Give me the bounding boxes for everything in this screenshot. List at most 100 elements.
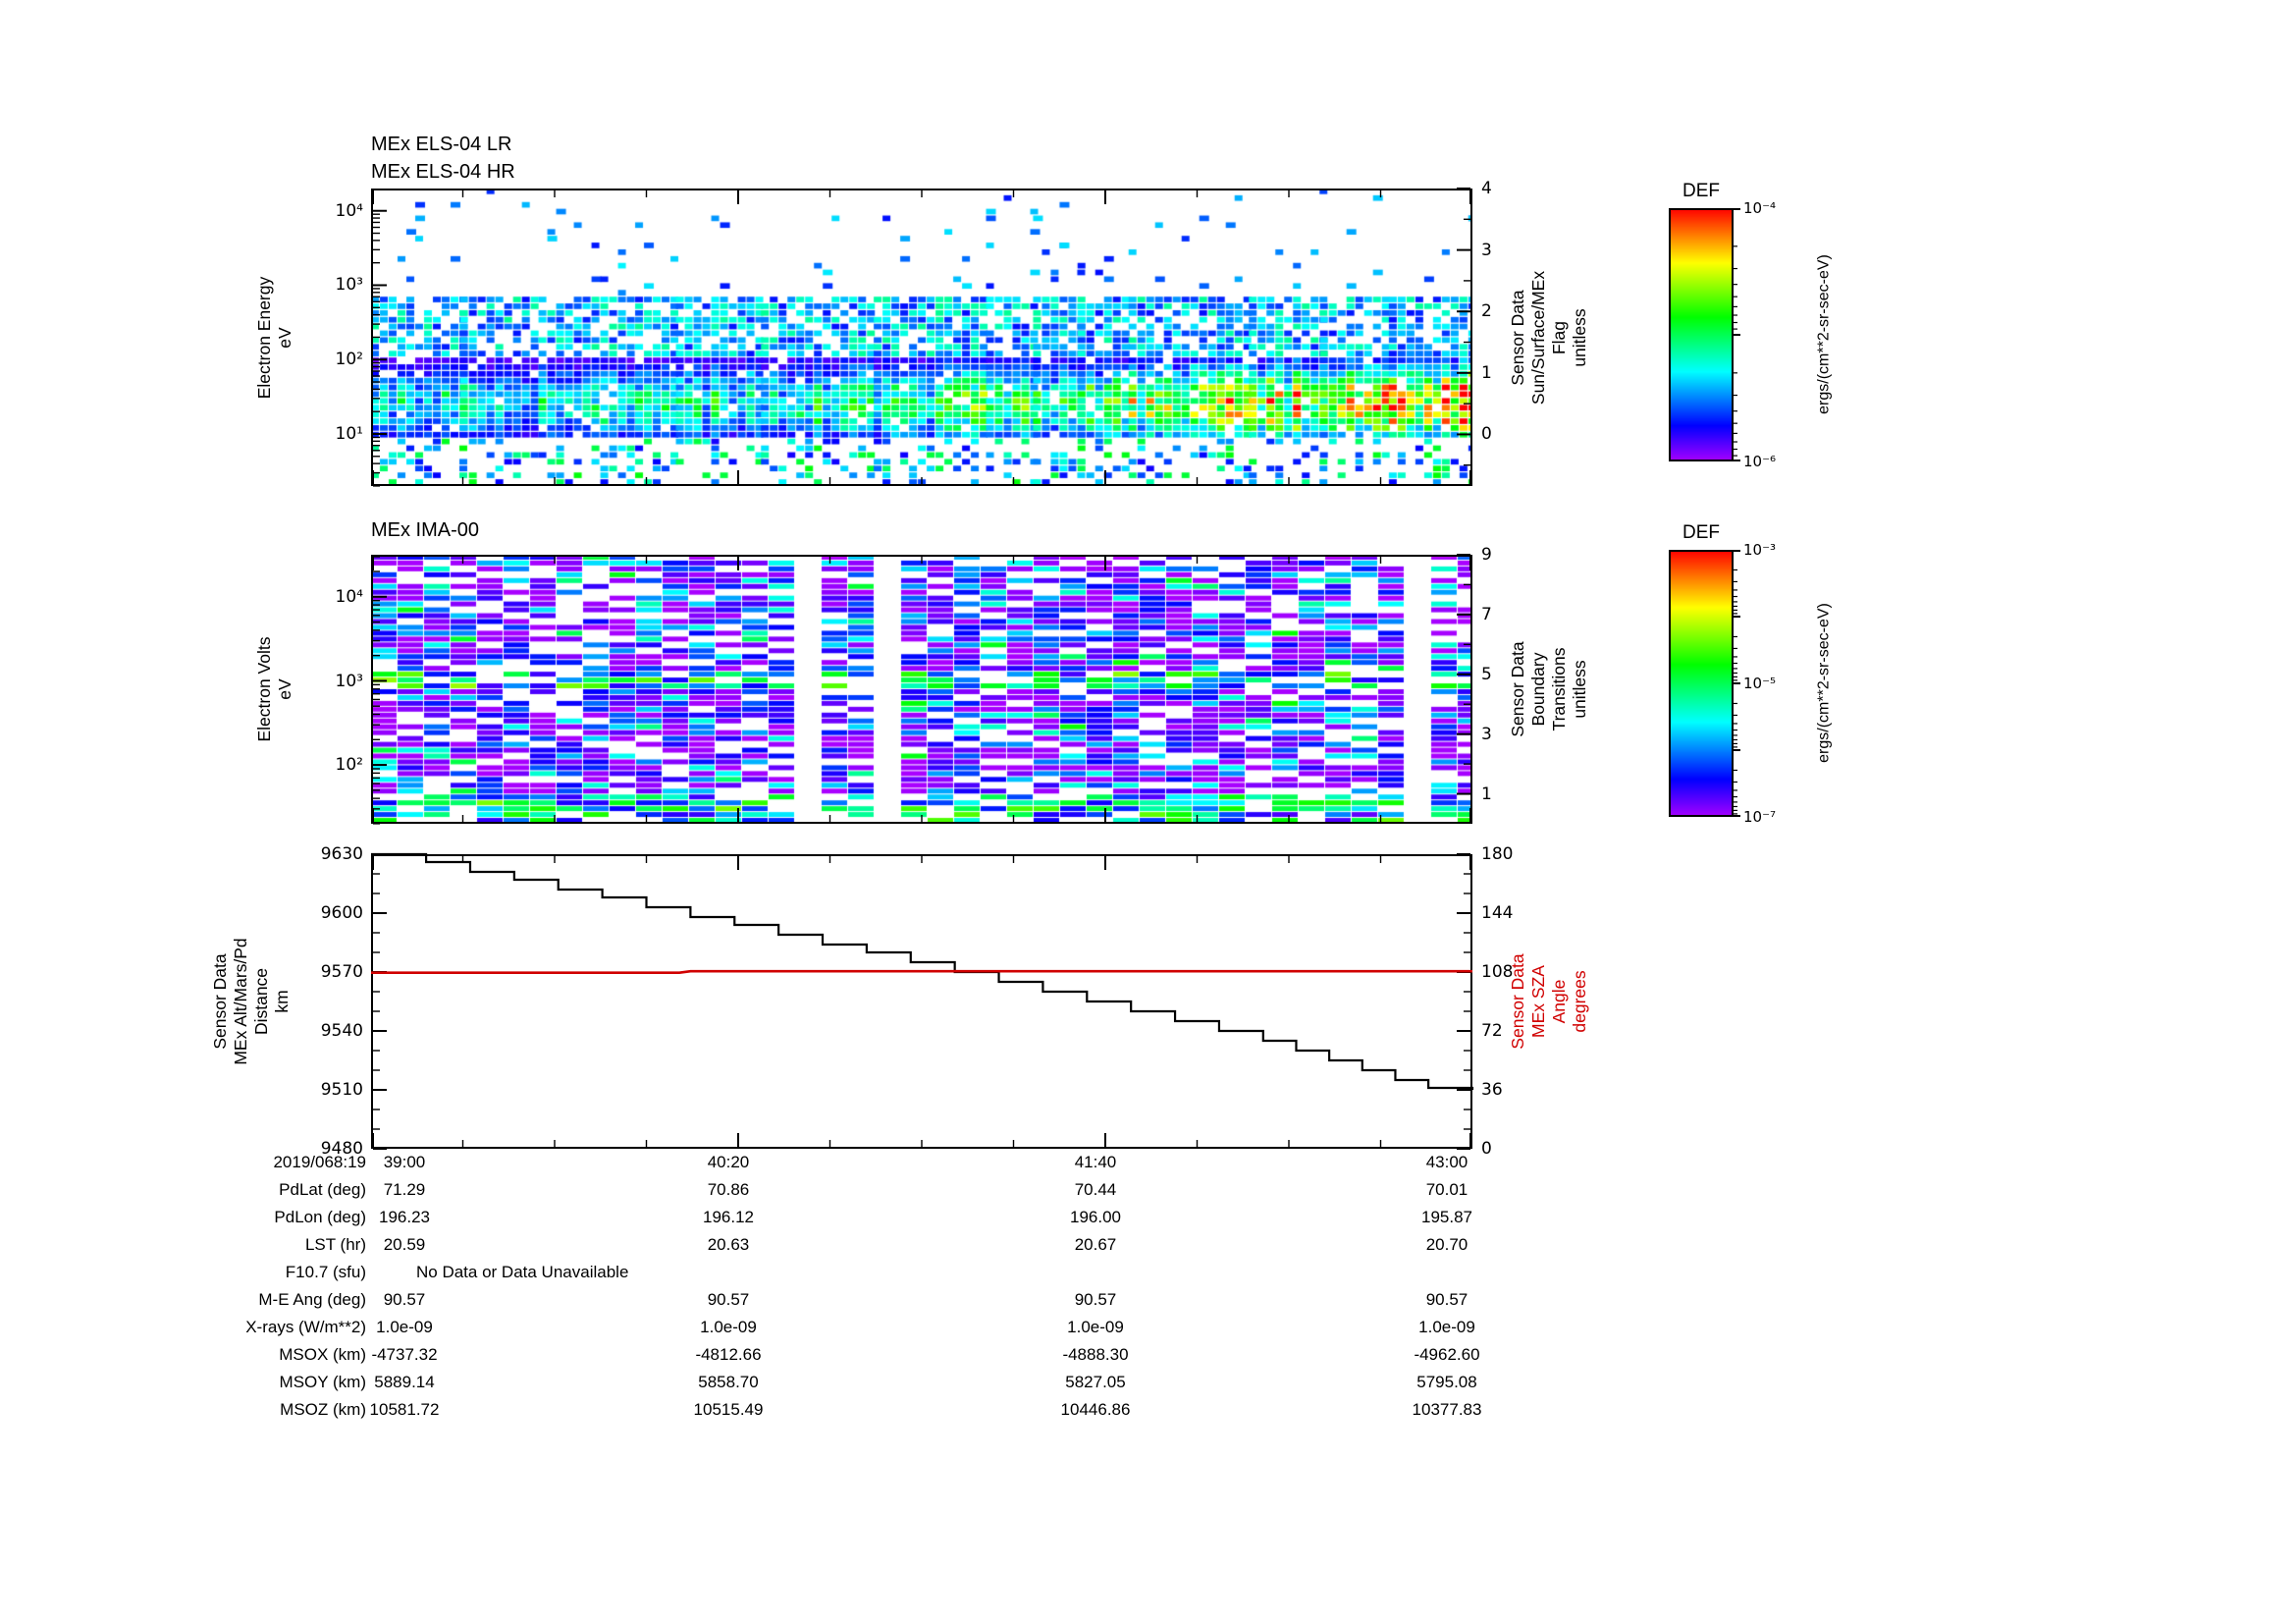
ima-volts-tick-label: 10² [335,754,363,775]
ima-volts-tick-label: 10⁴ [335,586,363,607]
colorbar-tick-label: 10⁻⁶ [1743,453,1777,470]
ima-colorbar-unit-label: ergs/(cm**2-sr-sec-eV) [1815,602,1833,763]
table-value: 90.57 [383,1290,426,1309]
table-value: 71.29 [383,1180,426,1199]
colorbar-tick-label: 10⁻⁴ [1743,199,1777,217]
table-value: 1.0e-09 [1067,1318,1124,1336]
colorbar-tick-label: 10⁻³ [1743,541,1777,559]
table-value: 1.0e-09 [700,1318,757,1336]
els-colorbar-title: DEF [1682,181,1720,201]
altitude-tick-label: 9570 [320,962,363,982]
table-value: -4737.32 [371,1345,438,1364]
table-value: 10515.49 [693,1400,764,1419]
els-energy-tick-label: 10⁴ [335,200,363,221]
colorbar-tick-label: 10⁻⁵ [1743,675,1777,692]
x-tick-label: 41:40 [1074,1153,1117,1171]
table-value: 90.57 [707,1290,750,1309]
table-value: 5827.05 [1065,1373,1126,1391]
table-row-label: PdLat (deg) [279,1180,366,1199]
table-value: 1.0e-09 [1418,1318,1475,1336]
table-row-label: LST (hr) [304,1235,366,1254]
els-colorbar [1669,208,1734,461]
table-value: 5795.08 [1416,1373,1477,1391]
table-value: 10446.86 [1060,1400,1131,1419]
table-value: 20.59 [383,1235,426,1254]
ima-volts-tick-label: 10³ [335,671,363,691]
sza-tick-label: 72 [1481,1021,1503,1041]
els-spectrogram-panel [371,188,1472,487]
table-value: 1.0e-09 [376,1318,433,1336]
els-title-hr: MEx ELS-04 HR [371,161,515,183]
els-flag-tick-label: 1 [1481,362,1492,383]
els-spectrogram-canvas [371,189,1472,486]
table-value: 20.70 [1425,1235,1468,1254]
table-row-message: No Data or Data Unavailable [416,1263,629,1281]
table-row-label: M-E Ang (deg) [258,1290,366,1309]
els-colorbar-ticks [1669,208,1740,461]
ima-spectrogram-panel [371,554,1472,825]
sza-tick-label: 144 [1481,903,1514,923]
table-row-label: MSOX (km) [279,1345,366,1364]
table-value: 196.23 [379,1208,430,1226]
els-energy-tick-label: 10¹ [335,423,363,444]
table-value: 90.57 [1074,1290,1117,1309]
table-value: 196.00 [1070,1208,1121,1226]
colorbar-tick-label: 10⁻⁷ [1743,808,1777,826]
table-row-label: MSOZ (km) [280,1400,366,1419]
table-value: -4962.60 [1414,1345,1480,1364]
x-tick-label: 40:20 [707,1153,750,1171]
altitude-tick-label: 9510 [320,1080,363,1100]
sza-tick-label: 180 [1481,844,1514,864]
table-value: 70.44 [1074,1180,1117,1199]
ima-boundary-tick-label: 5 [1481,664,1492,684]
table-row-label: X-rays (W/m**2) [245,1318,366,1336]
table-value: -4888.30 [1062,1345,1129,1364]
els-title-lr: MEx ELS-04 LR [371,134,512,155]
table-value: 10377.83 [1412,1400,1482,1419]
altitude-tick-label: 9480 [320,1139,363,1159]
sza-tick-label: 108 [1481,962,1514,982]
altitude-tick-label: 9600 [320,903,363,923]
ima-boundary-tick-label: 3 [1481,724,1492,744]
table-value: -4812.66 [695,1345,762,1364]
ima-title: MEx IMA-00 [371,519,480,541]
x-tick-label: 43:00 [1425,1153,1468,1171]
ima-boundary-tick-label: 7 [1481,604,1492,624]
ima-axes [371,554,1472,825]
table-row-label: 2019/068:19 [273,1153,366,1171]
els-flag-tick-label: 3 [1481,240,1492,260]
ima-boundary-tick-label: 9 [1481,545,1492,565]
ima-spectrogram-canvas [371,555,1472,824]
altitude-tick-label: 9540 [320,1021,363,1041]
table-value: 20.63 [707,1235,750,1254]
altitude-tick-label: 9630 [320,844,363,864]
els-energy-tick-label: 10² [335,350,363,370]
sza-tick-label: 36 [1481,1080,1503,1100]
ima-colorbar-ticks [1669,550,1740,817]
table-row-label: PdLon (deg) [274,1208,366,1226]
table-value: 5858.70 [698,1373,759,1391]
els-axes [371,188,1472,487]
table-value: 10581.72 [369,1400,440,1419]
table-row-label: F10.7 (sfu) [285,1263,366,1281]
table-value: 70.01 [1425,1180,1468,1199]
els-flag-tick-label: 0 [1481,424,1492,445]
x-tick-label: 39:00 [383,1153,426,1171]
ima-colorbar [1669,550,1734,817]
table-value: 20.67 [1074,1235,1117,1254]
altitude-sza-line-panel [371,852,1474,1150]
table-value: 70.86 [707,1180,750,1199]
altitude-sza-axes [371,852,1474,1150]
table-row-label: MSOY (km) [279,1373,366,1391]
els-flag-tick-label: 2 [1481,301,1492,322]
table-value: 196.12 [703,1208,754,1226]
table-value: 5889.14 [374,1373,435,1391]
els-energy-tick-label: 10³ [335,275,363,296]
els-flag-tick-label: 4 [1481,179,1492,198]
ima-boundary-tick-label: 1 [1481,784,1492,804]
table-value: 195.87 [1421,1208,1472,1226]
ima-colorbar-title: DEF [1682,522,1720,543]
sza-tick-label: 0 [1481,1139,1492,1159]
table-value: 90.57 [1425,1290,1468,1309]
